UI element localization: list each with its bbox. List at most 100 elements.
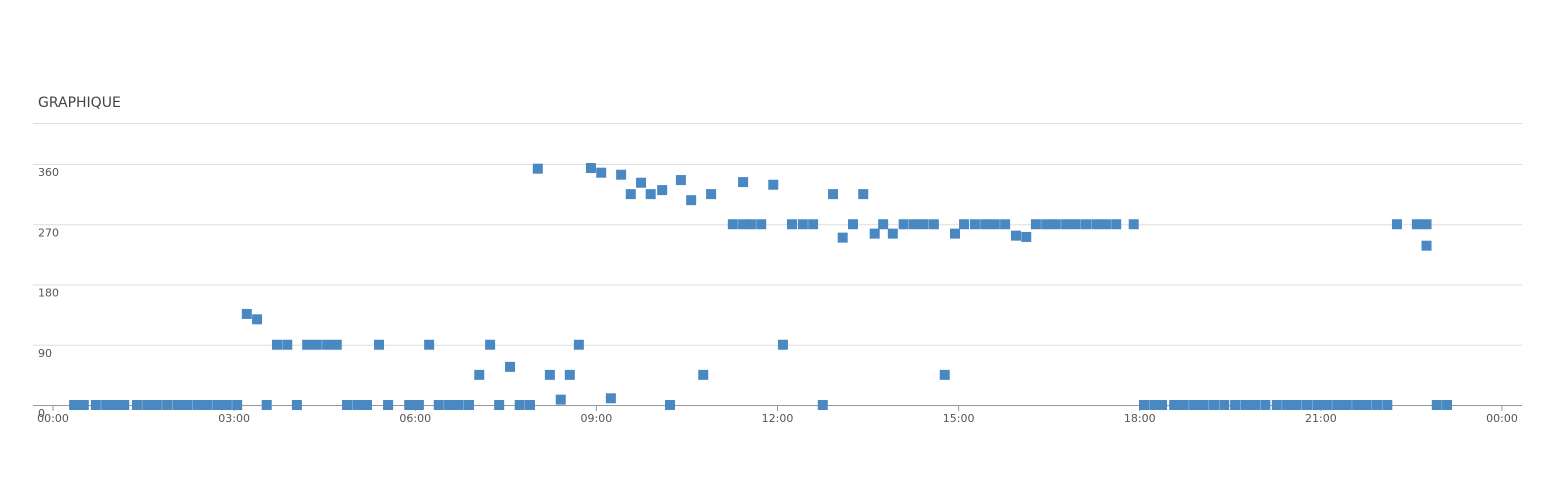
point — [837, 232, 848, 243]
point — [232, 400, 243, 410]
point — [1010, 230, 1021, 241]
point — [271, 339, 282, 350]
point — [738, 177, 749, 188]
point — [404, 400, 415, 410]
point — [444, 400, 455, 410]
point — [110, 400, 121, 410]
point — [485, 339, 496, 350]
point — [1178, 400, 1189, 410]
point — [1050, 219, 1061, 230]
point — [1138, 400, 1149, 410]
x-tick-label: 00:00 — [37, 412, 69, 425]
point — [90, 400, 101, 410]
y-tick-label: 90 — [38, 347, 52, 360]
point — [1041, 219, 1052, 230]
point — [1149, 400, 1160, 410]
point — [424, 339, 435, 350]
point — [1282, 400, 1293, 410]
point — [383, 400, 394, 410]
point — [1361, 400, 1372, 410]
point — [1312, 400, 1323, 410]
point — [745, 219, 756, 230]
point — [1421, 219, 1432, 230]
point — [151, 400, 162, 410]
point — [302, 339, 313, 350]
point — [959, 219, 970, 230]
point — [768, 179, 779, 190]
point — [331, 339, 342, 350]
point — [1111, 219, 1122, 230]
point — [918, 219, 929, 230]
y-tick-label: 0 — [38, 407, 45, 420]
point — [1100, 219, 1111, 230]
x-tick-label: 09:00 — [581, 412, 613, 425]
point — [241, 308, 252, 319]
point — [322, 339, 333, 350]
point — [1000, 219, 1011, 230]
x-tick-label: 15:00 — [943, 412, 975, 425]
point — [1260, 400, 1271, 410]
point — [1332, 400, 1343, 410]
point — [505, 361, 516, 372]
point — [212, 400, 223, 410]
point — [1091, 219, 1102, 230]
point — [474, 369, 485, 380]
point — [1240, 400, 1251, 410]
point — [605, 393, 616, 404]
point — [1421, 240, 1432, 251]
point — [564, 369, 575, 380]
point — [413, 400, 424, 410]
point — [939, 369, 950, 380]
point — [544, 369, 555, 380]
point — [1061, 219, 1072, 230]
y-tick-label: 180 — [38, 287, 59, 300]
point — [463, 400, 474, 410]
point — [777, 339, 788, 350]
point — [1442, 400, 1453, 410]
chart-title: GRAPHIQUE — [38, 95, 121, 111]
x-tick-label: 21:00 — [1305, 412, 1337, 425]
point — [252, 314, 263, 325]
point — [706, 189, 717, 200]
point — [221, 400, 232, 410]
point — [374, 339, 385, 350]
point — [1321, 400, 1332, 410]
point — [201, 400, 212, 410]
point — [596, 167, 607, 178]
point — [1301, 400, 1312, 410]
point — [625, 189, 636, 200]
point — [808, 219, 819, 230]
point — [828, 189, 839, 200]
point — [636, 177, 647, 188]
point — [645, 189, 656, 200]
point — [291, 400, 302, 410]
point — [1250, 400, 1261, 410]
point — [352, 400, 363, 410]
point — [433, 400, 444, 410]
point — [817, 400, 828, 410]
point — [585, 163, 596, 174]
point — [282, 339, 293, 350]
point — [142, 400, 153, 410]
point — [453, 400, 464, 410]
point — [69, 400, 80, 410]
point — [261, 400, 272, 410]
point — [727, 219, 738, 230]
point — [1411, 219, 1422, 230]
point — [898, 219, 909, 230]
point — [1198, 400, 1209, 410]
x-tick-label: 18:00 — [1124, 412, 1156, 425]
y-tick-label: 270 — [38, 226, 59, 239]
point — [847, 219, 858, 230]
point — [1271, 400, 1282, 410]
point — [675, 175, 686, 186]
point — [573, 339, 584, 350]
point — [182, 400, 193, 410]
point — [342, 400, 353, 410]
point — [1291, 400, 1302, 410]
point — [101, 400, 112, 410]
y-tick-label: 360 — [38, 166, 59, 179]
x-tick-label: 00:00 — [1486, 412, 1518, 425]
point — [797, 219, 808, 230]
